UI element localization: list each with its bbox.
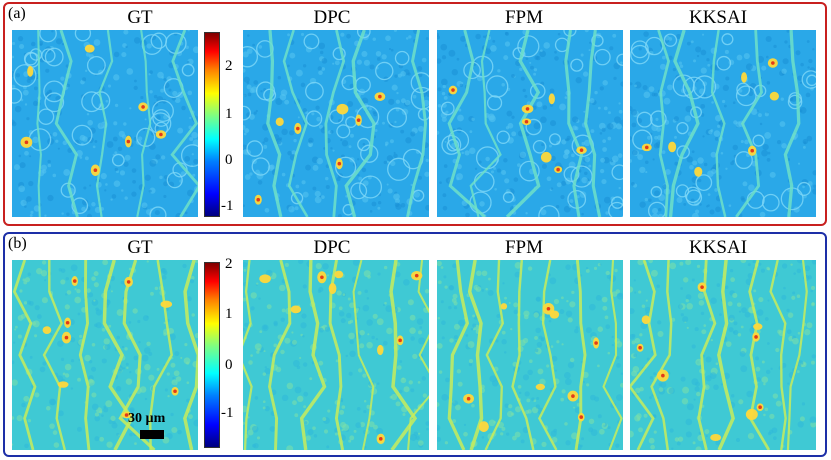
panel-b-tick-neg1: -1	[221, 405, 234, 421]
panel-b-title-dpc: DPC	[313, 237, 351, 258]
panel-b-image-dpc	[243, 260, 429, 450]
panel-a-title-kksai: KKSAI	[688, 7, 748, 28]
panel-b-image-fpm	[437, 260, 623, 450]
panel-b-title-fpm: FPM	[504, 237, 544, 258]
panel-b-title-gt: GT	[127, 237, 153, 258]
panel-a-tick-2: 2	[225, 58, 233, 74]
panel-b-image-gt	[12, 260, 198, 450]
panel-a-tick-neg1: -1	[221, 198, 234, 214]
panel-b-colorbar	[204, 262, 220, 448]
scale-bar-label: 30 µm	[128, 411, 166, 426]
panel-a-tick-0: 0	[225, 152, 233, 168]
panel-a-image-fpm	[437, 30, 623, 217]
panel-a-colorbar	[204, 32, 220, 217]
panel-b-label: (b)	[8, 235, 27, 252]
panel-a-image-dpc	[243, 30, 429, 217]
panel-a-image-kksai	[630, 30, 816, 217]
panel-b-tick-0: 0	[225, 357, 233, 373]
panel-b-tick-1: 1	[225, 306, 233, 322]
panel-b-frame	[3, 232, 827, 457]
panel-a-title-fpm: FPM	[504, 7, 544, 28]
panel-a-title-dpc: DPC	[313, 7, 351, 28]
panel-a-image-gt	[12, 30, 198, 217]
panel-b-image-kksai	[630, 260, 816, 450]
panel-b-title-kksai: KKSAI	[688, 237, 748, 258]
panel-b-tick-2: 2	[225, 256, 233, 272]
panel-a-frame	[3, 2, 827, 226]
panel-a-title-gt: GT	[127, 7, 153, 28]
panel-a-label: (a)	[8, 5, 26, 22]
scale-bar	[140, 430, 164, 439]
panel-a-tick-1: 1	[225, 106, 233, 122]
